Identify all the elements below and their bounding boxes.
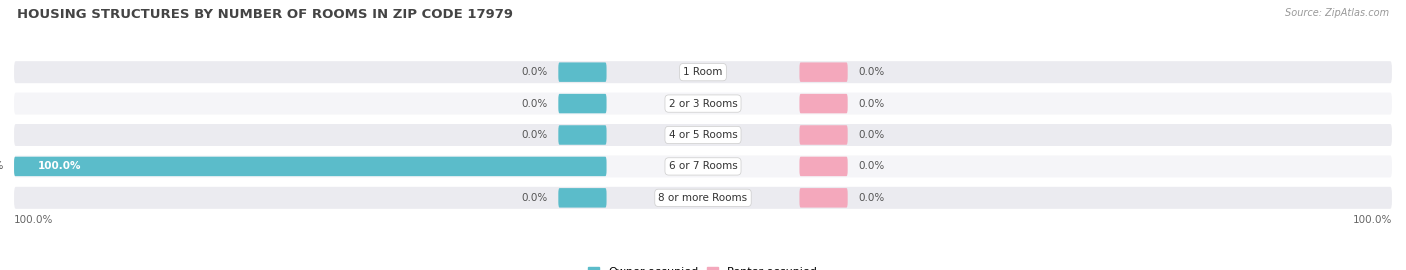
FancyBboxPatch shape — [14, 93, 1392, 114]
Text: 0.0%: 0.0% — [858, 193, 884, 203]
FancyBboxPatch shape — [800, 157, 848, 176]
Text: 100.0%: 100.0% — [0, 161, 4, 171]
Text: 0.0%: 0.0% — [858, 67, 884, 77]
FancyBboxPatch shape — [558, 62, 606, 82]
FancyBboxPatch shape — [14, 124, 1392, 146]
Text: 1 Room: 1 Room — [683, 67, 723, 77]
FancyBboxPatch shape — [800, 94, 848, 113]
FancyBboxPatch shape — [14, 187, 1392, 209]
Text: HOUSING STRUCTURES BY NUMBER OF ROOMS IN ZIP CODE 17979: HOUSING STRUCTURES BY NUMBER OF ROOMS IN… — [17, 8, 513, 21]
Text: 0.0%: 0.0% — [858, 99, 884, 109]
Text: 0.0%: 0.0% — [858, 161, 884, 171]
Text: 0.0%: 0.0% — [858, 130, 884, 140]
FancyBboxPatch shape — [800, 188, 848, 208]
Text: 0.0%: 0.0% — [522, 67, 548, 77]
FancyBboxPatch shape — [558, 188, 606, 208]
Legend: Owner-occupied, Renter-occupied: Owner-occupied, Renter-occupied — [583, 262, 823, 270]
FancyBboxPatch shape — [14, 157, 606, 176]
FancyBboxPatch shape — [800, 125, 848, 145]
FancyBboxPatch shape — [14, 61, 1392, 83]
Text: 8 or more Rooms: 8 or more Rooms — [658, 193, 748, 203]
Text: 100.0%: 100.0% — [38, 161, 82, 171]
Text: Source: ZipAtlas.com: Source: ZipAtlas.com — [1285, 8, 1389, 18]
Text: 100.0%: 100.0% — [14, 215, 53, 225]
Text: 0.0%: 0.0% — [522, 130, 548, 140]
FancyBboxPatch shape — [800, 62, 848, 82]
Text: 2 or 3 Rooms: 2 or 3 Rooms — [669, 99, 737, 109]
FancyBboxPatch shape — [558, 94, 606, 113]
Text: 0.0%: 0.0% — [522, 193, 548, 203]
Text: 100.0%: 100.0% — [1353, 215, 1392, 225]
FancyBboxPatch shape — [558, 125, 606, 145]
Text: 0.0%: 0.0% — [522, 99, 548, 109]
FancyBboxPatch shape — [14, 156, 1392, 177]
Text: 4 or 5 Rooms: 4 or 5 Rooms — [669, 130, 737, 140]
Text: 6 or 7 Rooms: 6 or 7 Rooms — [669, 161, 737, 171]
